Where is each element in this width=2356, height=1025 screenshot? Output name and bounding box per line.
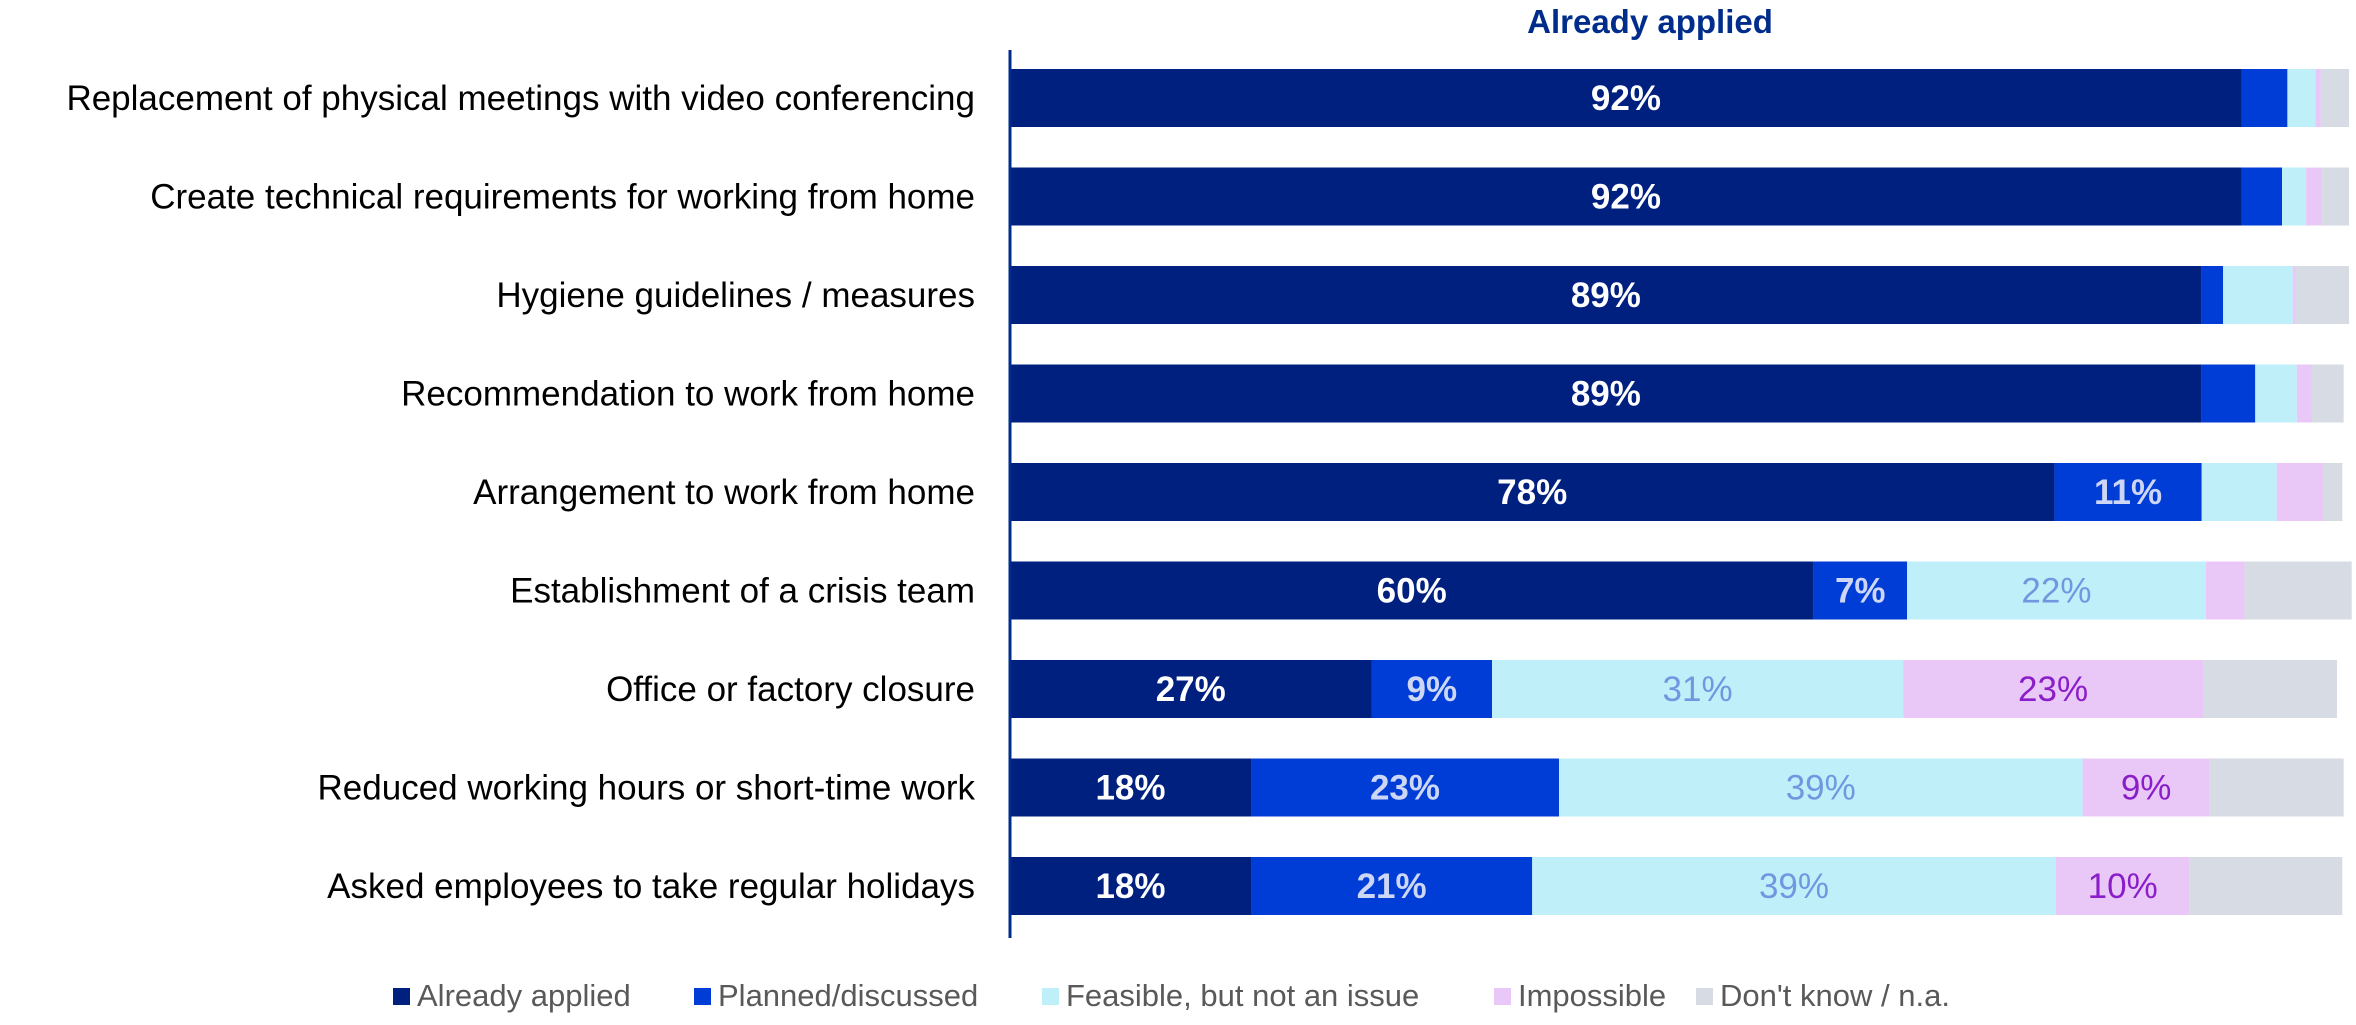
legend-label: Impossible [1518, 978, 1666, 1013]
bar-segment [1371, 660, 1493, 718]
bar-segment [2205, 561, 2245, 620]
data-label: 22% [2021, 572, 2091, 611]
bar-segment [1010, 660, 1372, 718]
data-label: 18% [1095, 867, 1165, 906]
data-label: 9% [1406, 670, 1457, 709]
bar-segment [1492, 660, 1904, 718]
bar-segment [1813, 561, 1908, 620]
bar-segment [2223, 266, 2293, 324]
bar-segment [1532, 857, 2056, 915]
bar-segment [2323, 463, 2343, 521]
data-label: 27% [1156, 670, 1226, 709]
bar-segment [2306, 167, 2323, 226]
data-label: 39% [1786, 769, 1856, 808]
bar-segment [1010, 561, 1814, 620]
category-label: Asked employees to take regular holidays [327, 867, 975, 906]
bar-segment [2201, 266, 2224, 324]
bar-segment [1251, 857, 1533, 915]
legend: Already applied Planned/discussed Feasible… [393, 978, 1950, 1013]
bar-segment [2201, 463, 2277, 521]
data-label: 23% [2018, 670, 2088, 709]
legend-label: Planned/discussed [718, 978, 978, 1013]
bar-segment [2287, 69, 2316, 127]
category-label: Arrangement to work from home [473, 473, 975, 512]
data-label: 31% [1663, 670, 1733, 709]
bar-segment [1010, 758, 1252, 817]
bars-layer: 92% 92% 89% 89% 78% 11% 60% 7% 22% 27% 9% 31% 23% 18%… [1010, 69, 2352, 915]
legend-swatch [694, 988, 711, 1005]
data-label: 92% [1591, 79, 1661, 118]
chart-header: Already applied [1527, 3, 1773, 40]
legend-label: Don't know / n.a. [1720, 978, 1950, 1013]
bar-segment [2255, 364, 2297, 423]
bar-segment [2311, 364, 2344, 423]
bar-segment [2203, 660, 2337, 718]
category-label: Hygiene guidelines / measures [496, 276, 975, 315]
bar-segment [2315, 69, 2321, 127]
bar-segment [1251, 758, 1559, 817]
category-label: Recommendation to work from home [401, 375, 975, 414]
data-label: 92% [1591, 178, 1661, 217]
data-label: 78% [1497, 473, 1567, 512]
bar-segment [2054, 463, 2202, 521]
bar-segment [2292, 266, 2296, 324]
bar-segment [2201, 364, 2256, 423]
category-label: Create technical requirements for workin… [150, 178, 975, 217]
data-label: 23% [1370, 769, 1440, 808]
bar-segment [1010, 463, 2055, 521]
data-label: 60% [1377, 572, 1447, 611]
bar-segment [2082, 758, 2210, 817]
bar-segment [2295, 266, 2349, 324]
data-label: 7% [1835, 572, 1886, 611]
data-label: 39% [1759, 867, 1829, 906]
legend-swatch [1042, 988, 1059, 1005]
bar-segment [2276, 463, 2324, 521]
bar-segment [2322, 167, 2349, 226]
category-label: Reduced working hours or short-time work [318, 769, 976, 808]
bar-segment [2055, 857, 2190, 915]
category-label: Office or factory closure [606, 670, 975, 709]
data-label: 10% [2088, 867, 2158, 906]
bar-segment [1010, 266, 2202, 324]
data-label: 11% [2094, 473, 2162, 512]
bar-segment [1907, 561, 2206, 620]
bar-segment [2241, 167, 2283, 226]
bar-segment [2320, 69, 2349, 127]
bar-segment [1558, 758, 2083, 817]
bar-segment [2244, 561, 2352, 620]
legend-swatch [393, 988, 410, 1005]
bar-segment [2241, 69, 2288, 127]
bar-segment [2282, 167, 2307, 226]
data-label: 89% [1571, 276, 1641, 315]
legend-label: Feasible, but not an issue [1066, 978, 1419, 1013]
bar-segment [1010, 364, 2202, 423]
bar-segment [1010, 69, 2242, 127]
bar-segment [2189, 857, 2343, 915]
legend-swatch [1696, 988, 1713, 1005]
bar-segment [1010, 167, 2242, 226]
bar-segment [1010, 857, 1252, 915]
category-labels: Replacement of physical meetings with vi… [66, 79, 975, 906]
data-label: 89% [1571, 375, 1641, 414]
category-label: Establishment of a crisis team [510, 572, 975, 611]
data-label: 18% [1095, 769, 1165, 808]
data-label: 21% [1357, 867, 1427, 906]
bar-segment [2296, 364, 2312, 423]
legend-label: Already applied [417, 978, 631, 1013]
bar-segment [1903, 660, 2204, 718]
category-label: Replacement of physical meetings with vi… [66, 79, 975, 118]
legend-swatch [1494, 988, 1511, 1005]
bar-segment [2209, 758, 2344, 817]
data-label: 9% [2121, 769, 2172, 808]
